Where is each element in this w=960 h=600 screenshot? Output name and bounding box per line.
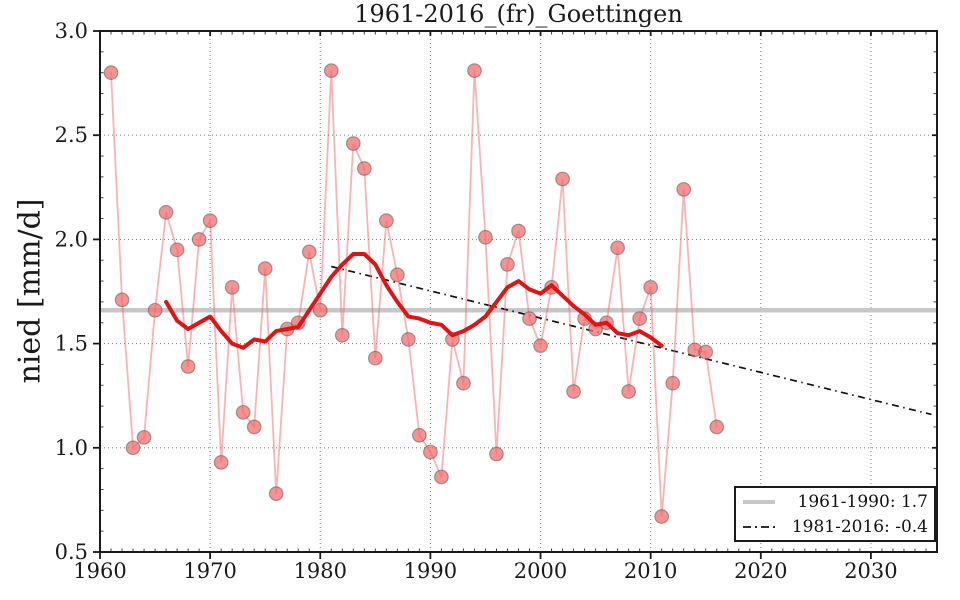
legend-item-mean: 1961-1990: 1.7 <box>742 490 928 513</box>
svg-text:2030: 2030 <box>844 559 897 583</box>
grid-lines <box>99 30 937 553</box>
minor-ticks <box>100 31 938 552</box>
legend-label-mean: 1961-1990: 1.7 <box>797 491 928 512</box>
svg-text:1.5: 1.5 <box>55 332 88 356</box>
svg-text:2.0: 2.0 <box>55 227 88 251</box>
svg-text:0.5: 0.5 <box>55 540 88 564</box>
y-tick-labels: 0.5 1.0 1.5 2.0 2.5 3.0 <box>55 19 88 564</box>
annual-markers <box>103 63 725 524</box>
svg-text:1990: 1990 <box>404 559 457 583</box>
svg-text:1.0: 1.0 <box>55 436 88 460</box>
annual-series <box>110 70 718 517</box>
svg-text:2010: 2010 <box>624 559 677 583</box>
svg-text:1960: 1960 <box>73 559 126 583</box>
x-tick-labels: 1960 1970 1980 1990 2000 2010 2020 2030 <box>73 559 897 583</box>
legend-label-trend: 1981-2016: -0.4 <box>791 516 928 537</box>
svg-text:1970: 1970 <box>183 559 236 583</box>
major-ticks <box>93 30 937 559</box>
svg-text:2.5: 2.5 <box>55 123 88 147</box>
svg-text:2000: 2000 <box>514 559 567 583</box>
legend-item-trend: 1981-2016: -0.4 <box>742 515 928 538</box>
black-dashdot-line-sample <box>743 525 775 528</box>
legend-box: 1961-1990: 1.7 1981-2016: -0.4 <box>734 486 936 542</box>
gray-solid-line-sample <box>743 499 775 504</box>
svg-text:2020: 2020 <box>734 559 787 583</box>
chart-title: 1961-2016_(fr)_Goettingen <box>354 0 683 28</box>
svg-text:3.0: 3.0 <box>55 19 88 43</box>
axes-spines <box>99 30 938 553</box>
running-mean-line <box>164 251 664 350</box>
trend-line-1981-2016 <box>331 265 932 416</box>
svg-text:1980: 1980 <box>294 559 347 583</box>
